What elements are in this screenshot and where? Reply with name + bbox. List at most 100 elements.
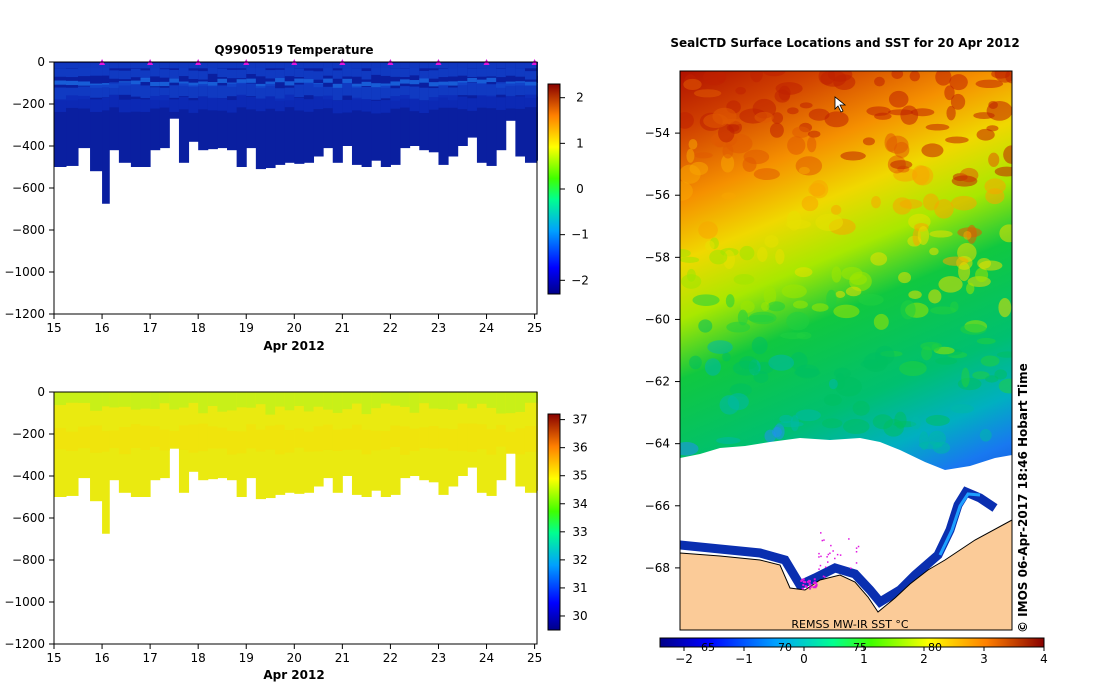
temperature-layer [159,87,170,101]
temperature-profile-column [66,62,79,166]
temperature-layer [524,81,538,86]
sst-texture-patch [775,249,785,265]
salinity-x-tick-label: 20 [287,651,302,665]
salinity-surface-layer [227,392,238,411]
sst-texture-patch [994,369,1007,380]
sst-texture-patch [994,166,1012,177]
sst-texture-patch [935,71,952,86]
sst-texture-patch [950,93,966,110]
temperature-title: Q9900519 Temperature [214,43,373,57]
temperature-layer [150,87,161,100]
longitude-axis: 65 70 75 80 [701,641,942,654]
temperature-layer [178,96,190,110]
temperature-layer [90,99,103,112]
salinity-layer [467,423,478,452]
temperature-layer [409,80,420,85]
temperature-layer [428,70,439,79]
salinity-y-axis: 0 −200 −400 −600 −800 −1000 −1200 [4,385,54,651]
seal-location-point [855,551,858,553]
temperature-layer [246,96,257,110]
sst-texture-patch [831,266,842,283]
salinity-section-fill [54,392,538,534]
salinity-layer [303,431,315,452]
salinity-surface-layer [438,392,449,410]
sst-texture-patch [929,230,953,238]
temperature-surface-layer [207,63,218,69]
salinity-layer [236,431,247,454]
temperature-colorbar-ramp [547,83,561,295]
longitude-tick-label: 75 [853,641,867,654]
sst-texture-patch [740,300,755,313]
sst-texture-patch [960,323,987,335]
sst-texture-patch [979,429,992,442]
seal-location-point [855,562,858,564]
temperature-surface-layer [78,63,91,69]
sst-texture-patch [799,102,813,109]
sst-texture-patch [703,113,729,128]
mouse-cursor-icon [834,96,847,113]
temperature-layer [390,81,401,86]
sst-texture-patch [871,195,881,209]
sst-texture-patch [845,286,862,297]
salinity-layer [54,427,67,450]
salinity-layer [150,426,161,447]
temperature-layer [400,79,411,84]
salinity-surface-layer [332,392,343,413]
seal-location-point [810,585,813,588]
seal-location-point [804,585,807,588]
sst-texture-patch [779,414,793,424]
salinity-y-tick-label: 0 [37,385,45,399]
seal-location-point [805,586,808,589]
temperature-layer [419,100,430,114]
sst-texture-patch [946,105,956,121]
temperature-surface-layer [438,63,449,69]
temperature-layer [217,85,228,99]
sst-texture-patch [1003,145,1012,164]
seal-location-point [813,581,816,584]
seal-location-point [812,586,815,589]
salinity-surface-layer [217,392,228,412]
temperature-surface-layer [313,63,324,69]
sst-texture-patch [975,267,989,283]
temperature-layer [496,82,507,95]
temperature-y-tick-label: −400 [12,139,45,153]
sst-texture-patch [716,437,741,445]
temperature-layer [342,78,353,84]
salinity-layer [390,425,401,448]
temperature-surface-layer [198,63,209,69]
salinity-y-tick-label: −1200 [4,637,45,651]
salinity-x-tick-label: 22 [383,651,398,665]
salinity-layer [130,424,142,448]
salinity-layer [409,428,420,452]
temperature-surface-layer [159,63,170,69]
sst-texture-patch [777,421,804,428]
seal-location-point [832,550,834,552]
salinity-layer [457,423,468,451]
salinity-surface-layer [54,392,67,406]
temperature-layer [448,87,459,101]
sst-texture-patch [720,154,735,173]
salinity-surface-layer [236,392,247,408]
temperature-profile-column [54,62,67,167]
salinity-layer [188,424,199,453]
sst-texture-patch [681,274,702,289]
sst-texture-patch [986,100,1012,121]
temperature-layer [130,80,142,85]
temperature-layer [227,100,238,113]
temperature-surface-layer [109,63,120,69]
sst-texture-patch [796,331,812,340]
temperature-layer [109,70,120,79]
temperature-layer [371,66,382,75]
temperature-profile-column [361,62,372,167]
sst-colorbar: −2 −1 0 1 2 3 4 65 70 75 80 [659,637,1048,666]
temperature-layer [130,68,142,78]
temperature-layer [332,83,343,89]
sst-texture-patch [747,314,774,323]
temperature-layer [342,99,353,113]
sst-texture-patch [966,282,975,295]
seal-location-point [824,566,827,568]
sst-texture-patch [925,123,950,131]
salinity-layer [438,428,449,449]
sst-texture-patch [950,404,975,414]
temperature-profile-column [486,62,497,166]
